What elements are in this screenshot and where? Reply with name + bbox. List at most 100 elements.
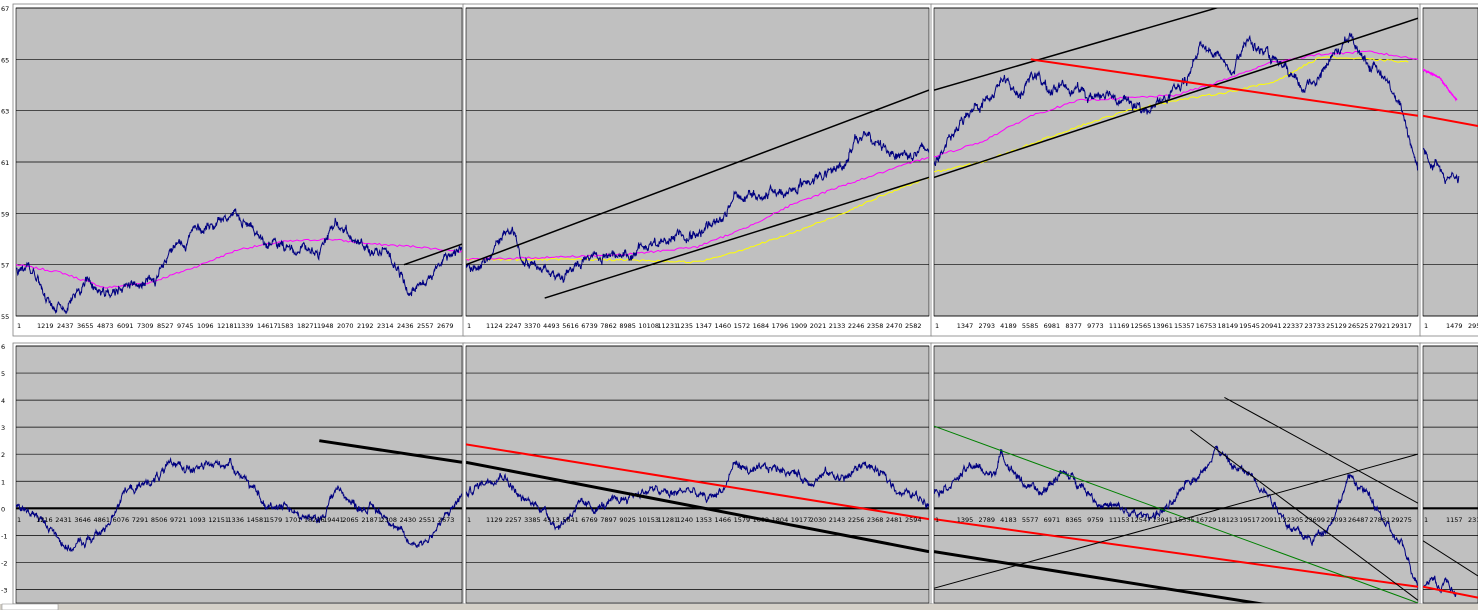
trend-line [544, 176, 929, 299]
trend-line [1423, 540, 1478, 577]
chart-panel: 1 1479 2957 [1419, 3, 1478, 337]
x-tick-label: 2133 [829, 322, 846, 330]
x-tick-label: 13961 [1152, 322, 1173, 330]
x-tick-label: 1 [17, 516, 21, 524]
trend-line [466, 443, 929, 521]
x-tick-label: 5641 [562, 516, 579, 524]
ma-short-line [466, 177, 929, 264]
x-tick-label: 1219 [37, 322, 54, 330]
x-tick-label: 6091 [117, 322, 134, 330]
x-tick-label: 18271 [297, 322, 318, 330]
x-tick-label: 7862 [600, 322, 617, 330]
x-tick-label: 1096 [197, 322, 214, 330]
x-tick-label: 1 [1424, 516, 1428, 524]
trend-line [934, 550, 1266, 603]
x-tick-label: 2957 [1468, 322, 1478, 330]
x-tick-label: 13941 [1152, 516, 1173, 524]
y-tick-label: 55 [1, 313, 9, 321]
trend-line [319, 439, 462, 464]
x-tick-label: 2594 [905, 516, 922, 524]
x-tick-label: 4861 [94, 516, 111, 524]
x-tick-label: 2789 [978, 516, 995, 524]
x-tick-label: 10108 [638, 322, 659, 330]
x-tick-label: 8527 [157, 322, 174, 330]
x-tick-label: 20941 [1261, 322, 1282, 330]
y-tick-label: 59 [1, 210, 9, 218]
x-tick-label: 1 [17, 322, 21, 330]
x-tick-label: 29275 [1391, 516, 1412, 524]
sheet-tab[interactable] [1, 603, 59, 610]
x-tick-label: 20911 [1261, 516, 1282, 524]
y-tick-label: 57 [1, 262, 9, 270]
y-tick-label: 4 [1, 397, 5, 405]
x-tick-label: 4493 [543, 322, 560, 330]
trend-line [934, 8, 1220, 91]
x-tick-label: 4183 [1000, 516, 1017, 524]
x-tick-label: 1336 [227, 516, 244, 524]
y-tick-label: 61 [1, 159, 9, 167]
x-tick-label: 6971 [1044, 516, 1061, 524]
x-tick-label: 6076 [113, 516, 130, 524]
trend-line [403, 243, 462, 266]
trend-line [1423, 585, 1478, 599]
x-tick-label: 27881 [1370, 516, 1391, 524]
x-tick-label: 12181 [217, 322, 238, 330]
chart-panel: 1 1216 2431 3646 4861 6076 7291 8506 9721 1093 121… [12, 342, 466, 605]
x-tick-label: 1 [467, 322, 471, 330]
x-tick-label: 9025 [619, 516, 636, 524]
x-tick-label: 1701 [285, 516, 302, 524]
x-tick-label: 1129 [486, 516, 503, 524]
ma-long-line [466, 157, 929, 261]
x-tick-label: 1572 [734, 322, 751, 330]
x-tick-label: 11231 [657, 322, 678, 330]
trend-line [1190, 429, 1418, 601]
y-tick-label: 6 [1, 343, 5, 351]
x-tick-label: 6739 [581, 322, 598, 330]
x-tick-label: 2256 [848, 516, 865, 524]
x-tick-label: 6981 [1044, 322, 1061, 330]
x-tick-label: 18226 [304, 516, 325, 524]
status-strip [0, 603, 1478, 610]
x-tick-label: 2582 [905, 322, 922, 330]
x-tick-label: 1579 [734, 516, 751, 524]
x-tick-label: 9759 [1087, 516, 1104, 524]
x-tick-label: 11169 [1109, 322, 1130, 330]
x-tick-label: 8985 [619, 322, 636, 330]
chart-panel: 1 1157 2313 [1419, 342, 1478, 605]
x-tick-label: 2308 [380, 516, 397, 524]
x-tick-label: 4873 [97, 322, 114, 330]
x-tick-label: 14581 [247, 516, 268, 524]
price-series-line [16, 456, 462, 553]
x-tick-label: 6769 [581, 516, 598, 524]
x-tick-label: 25129 [1326, 322, 1347, 330]
x-tick-label: 2192 [357, 322, 374, 330]
status-strip-bg [0, 604, 1478, 610]
x-tick-label: 18123 [1217, 516, 1238, 524]
x-tick-label: 5616 [562, 322, 579, 330]
x-tick-label: 22337 [1283, 322, 1304, 330]
x-tick-label: 2143 [829, 516, 846, 524]
x-tick-label: 12565 [1131, 322, 1152, 330]
trend-line [934, 518, 1418, 588]
x-tick-label: 9745 [177, 322, 194, 330]
x-tick-label: 14617 [257, 322, 278, 330]
x-tick-label: 2436 [397, 322, 414, 330]
chart-panel: 1 1129 2257 3385 4513 5641 6769 7897 9025 1015311… [462, 342, 933, 605]
x-tick-label: 3370 [524, 322, 541, 330]
chart-panel: 1 1347 2793 4189 5585 6981 8377 9773 11169 12565 1… [930, 3, 1422, 337]
x-tick-label: 9773 [1087, 322, 1104, 330]
x-tick-label: 2070 [337, 322, 354, 330]
x-tick-label: 1157 [1446, 516, 1463, 524]
y-tick-label: 1 [1, 478, 5, 486]
chart-panel: 1 1124 2247 3370 4493 5616 6739 7862 8985 1010811… [462, 3, 933, 337]
x-tick-label: 25093 [1326, 516, 1347, 524]
x-tick-label: 1395 [957, 516, 974, 524]
x-tick-label: 1692 [753, 516, 770, 524]
x-tick-label: 2437 [57, 322, 74, 330]
trend-line [1423, 114, 1478, 128]
x-tick-label: 1216 [36, 516, 53, 524]
x-tick-label: 2430 [400, 516, 417, 524]
x-tick-label: 27921 [1370, 322, 1391, 330]
plot-area [1422, 345, 1478, 604]
